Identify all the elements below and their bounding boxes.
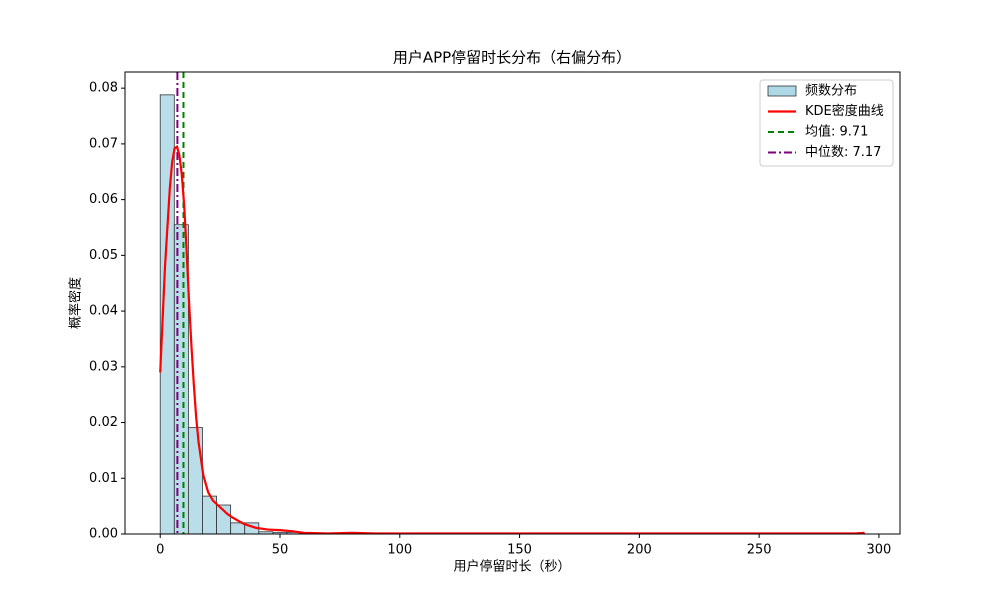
legend-box xyxy=(759,79,894,167)
legend-label: 均值: 9.71 xyxy=(805,124,868,140)
y-tick-label: 0.04 xyxy=(89,304,118,319)
y-tick-label: 0.06 xyxy=(89,192,118,207)
x-tick-label: 300 xyxy=(867,543,892,558)
legend-label: 频数分布 xyxy=(805,84,857,99)
y-tick-label: 0.01 xyxy=(89,471,118,486)
y-tick-label: 0.02 xyxy=(89,415,118,430)
legend-label: 中位数: 7.17 xyxy=(805,145,881,160)
y-axis-label: 概率密度 xyxy=(68,277,84,329)
x-tick-label: 50 xyxy=(272,543,289,558)
x-tick-label: 250 xyxy=(747,543,772,558)
legend-swatch xyxy=(767,85,797,97)
plot-frame xyxy=(124,71,901,535)
chart-title: 用户APP停留时长分布（右偏分布） xyxy=(393,49,631,67)
y-tick-label: 0.00 xyxy=(89,527,118,542)
histogram-bar xyxy=(230,522,246,535)
y-tick-label: 0.08 xyxy=(89,81,118,96)
y-tick-label: 0.07 xyxy=(89,136,118,151)
y-tick-label: 0.05 xyxy=(89,248,118,263)
x-tick-label: 100 xyxy=(387,543,412,558)
x-axis-label: 用户停留时长（秒） xyxy=(453,559,570,575)
x-tick-label: 200 xyxy=(627,543,652,558)
legend-label: KDE密度曲线 xyxy=(805,103,884,119)
y-tick-label: 0.03 xyxy=(89,359,118,374)
histogram-bar xyxy=(187,427,203,535)
kde-line xyxy=(159,144,865,535)
x-tick-label: 150 xyxy=(507,543,532,558)
x-tick-label: 0 xyxy=(156,543,164,558)
